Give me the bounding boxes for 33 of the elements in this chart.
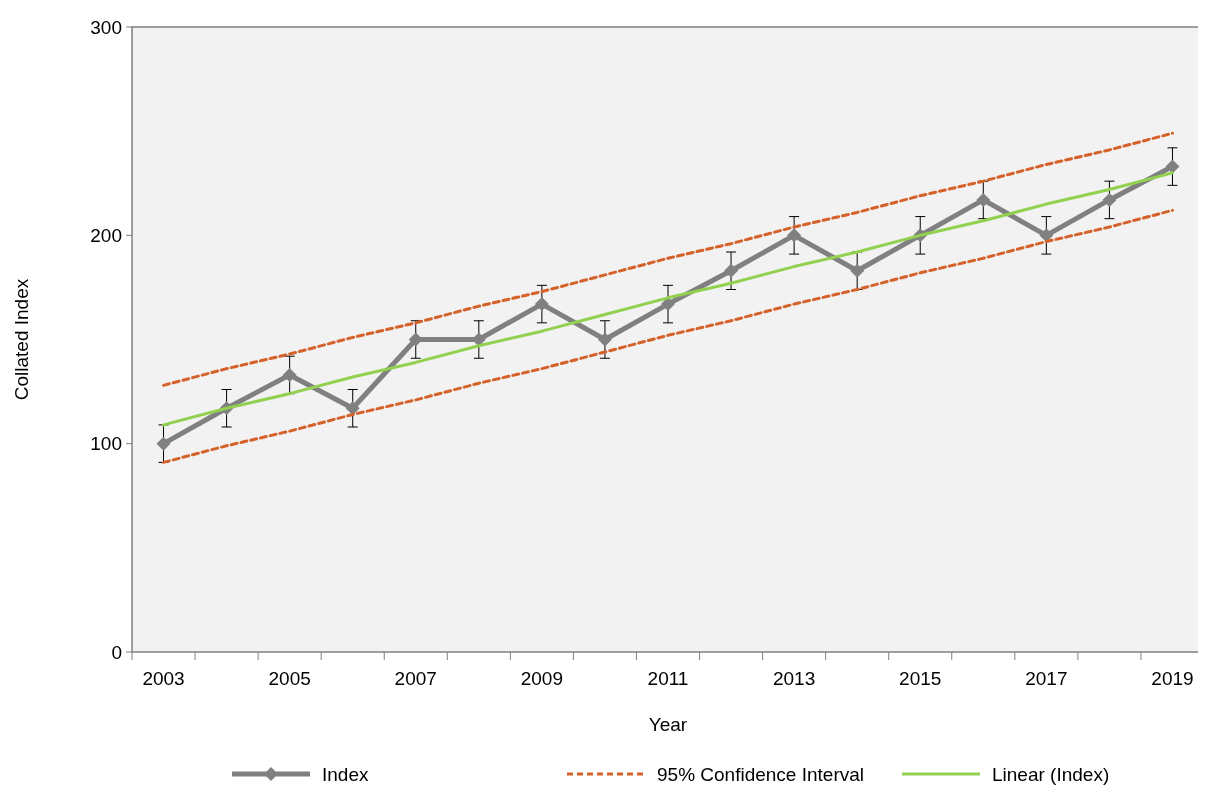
point [282, 367, 297, 382]
point [597, 332, 612, 347]
legend-label: 95% Confidence Interval [657, 763, 865, 785]
point [787, 228, 802, 243]
y-tick-label: 200 [90, 224, 122, 246]
line-series [162, 208, 1174, 464]
point [345, 401, 360, 416]
legend-label: Index [322, 763, 369, 785]
y-axis-title: Collated Index [11, 278, 32, 401]
point [661, 297, 675, 312]
x-axis-title: Year [648, 714, 688, 735]
point [850, 263, 865, 278]
point [724, 263, 739, 278]
point [156, 436, 171, 451]
line-series [162, 131, 1174, 387]
y-tick-label: 300 [90, 16, 122, 38]
x-tick-label: 2009 [520, 668, 564, 689]
point [1039, 228, 1054, 243]
x-tick-label: 2019 [1151, 668, 1194, 689]
x-tick-label: 2013 [772, 668, 816, 689]
point [1102, 192, 1117, 207]
x-tick-label: 2011 [647, 668, 689, 689]
point [1165, 159, 1180, 174]
point [534, 297, 549, 312]
x-tick-label: 2017 [1025, 668, 1068, 689]
x-tick-label: 2015 [899, 668, 942, 689]
y-tick-label: 100 [90, 433, 122, 455]
x-tick-label: 2005 [268, 668, 311, 689]
x-tick-label: 2003 [142, 668, 185, 689]
legend-label: Linear (Index) [992, 763, 1110, 785]
point [976, 192, 991, 207]
y-tick-label: 0 [111, 641, 122, 663]
x-tick-label: 2007 [394, 668, 437, 689]
